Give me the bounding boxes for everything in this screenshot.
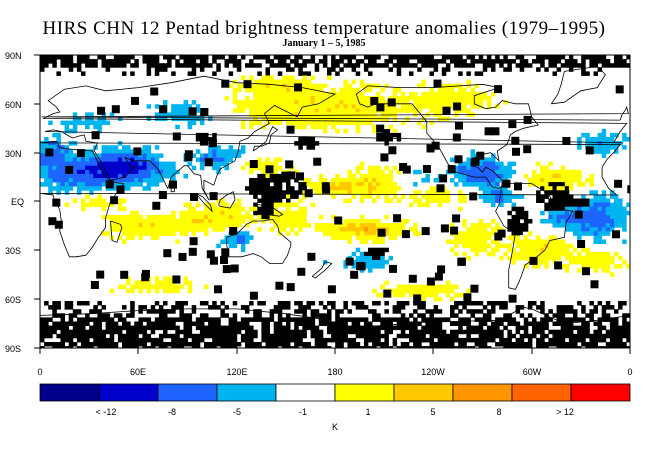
- latitude-axis: 90N 60N 30N EQ 30S 60S 90S: [5, 51, 40, 354]
- continent-outline-12: [110, 220, 123, 243]
- lat-label-60s: 60S: [5, 295, 21, 305]
- continent-outline-4: [495, 181, 574, 290]
- colorbar-label-1: 1: [365, 407, 370, 417]
- continent-outline-9: [195, 193, 213, 213]
- continent-outline-6: [40, 306, 630, 329]
- continent-outline-3: [355, 83, 539, 189]
- lat-tick-90n: 90N: [5, 51, 40, 61]
- colorbar-box-8: [511, 383, 572, 402]
- anomaly-field: [40, 55, 630, 348]
- colorbar-box-5: [334, 383, 395, 402]
- lon-label-0-right: 0: [627, 367, 632, 377]
- colorbar-label-minus8: -8: [168, 407, 176, 417]
- lat-label-90s: 90S: [5, 344, 21, 354]
- lat-label-30n: 30N: [5, 149, 22, 159]
- lat-label-90n: 90N: [5, 51, 22, 61]
- coastline-outlines: [40, 65, 630, 329]
- continent-outline-5: [550, 65, 606, 105]
- continent-outline-0: [43, 75, 628, 201]
- colorbar-label-5: 5: [430, 407, 435, 417]
- lon-label-60w: 60W: [523, 367, 542, 377]
- continent-outline-11: [254, 202, 284, 217]
- lat-tick-30s: 30S: [5, 246, 40, 256]
- continent-outline-1: [40, 140, 622, 258]
- colorbar: [39, 383, 631, 402]
- lon-tick-180: 180: [327, 348, 343, 377]
- continent-outline-10: [218, 191, 236, 209]
- colorbar-label-minus1: -1: [299, 407, 307, 417]
- colorbar-box-7: [452, 383, 513, 402]
- continent-outline-8: [252, 126, 279, 152]
- lon-label-120e: 120E: [226, 367, 247, 377]
- lat-tick-30n: 30N: [5, 149, 40, 159]
- colorbar-label-gt-12: > 12: [556, 407, 574, 417]
- longitude-axis: 0 60E 120E 180 120W 60W 0: [37, 348, 633, 377]
- map-title: HIRS CHN 12 Pentad brightness temperatur…: [42, 18, 606, 39]
- continent-outline-13: [311, 261, 333, 279]
- colorbar-units: K: [332, 422, 338, 432]
- lat-tick-eq: EQ: [11, 197, 40, 207]
- lon-label-0-left: 0: [37, 367, 42, 377]
- lat-label-eq: EQ: [11, 197, 24, 207]
- lat-tick-60s: 60S: [5, 295, 40, 305]
- lon-tick-60e: 60E: [130, 348, 146, 377]
- lat-tick-60n: 60N: [5, 100, 40, 110]
- lon-tick-120w: 120W: [421, 348, 445, 377]
- lat-tick-90s: 90S: [5, 344, 40, 354]
- colorbar-box-6: [393, 383, 454, 402]
- colorbar-label-minus5: -5: [233, 407, 241, 417]
- lat-label-30s: 30S: [5, 246, 21, 256]
- lon-tick-0e: 0: [627, 348, 633, 377]
- colorbar-box-0: [39, 383, 100, 402]
- colorbar-box-2: [157, 383, 218, 402]
- colorbar-box-1: [98, 383, 159, 402]
- continent-outline-2: [226, 218, 292, 264]
- colorbar-label-8: 8: [496, 407, 501, 417]
- continent-outline-7: [41, 105, 629, 121]
- lon-label-60e: 60E: [130, 367, 146, 377]
- lon-tick-120e: 120E: [226, 348, 248, 377]
- continent-outline-14: [170, 186, 175, 193]
- map-subtitle: January 1 – 5, 1985: [282, 38, 366, 49]
- lon-label-120w: 120W: [421, 367, 445, 377]
- colorbar-box-4: [275, 383, 336, 402]
- lon-tick-60w: 60W: [523, 348, 542, 377]
- lat-label-60n: 60N: [5, 100, 22, 110]
- colorbar-label-lt-12: < -12: [96, 407, 117, 417]
- colorbar-labels: < -12 -8 -5 -1 1 5 8 > 12 K: [96, 407, 574, 432]
- lon-label-180: 180: [327, 367, 342, 377]
- lon-tick-0w: 0: [37, 348, 43, 377]
- colorbar-box-9: [570, 383, 631, 402]
- colorbar-box-3: [216, 383, 277, 402]
